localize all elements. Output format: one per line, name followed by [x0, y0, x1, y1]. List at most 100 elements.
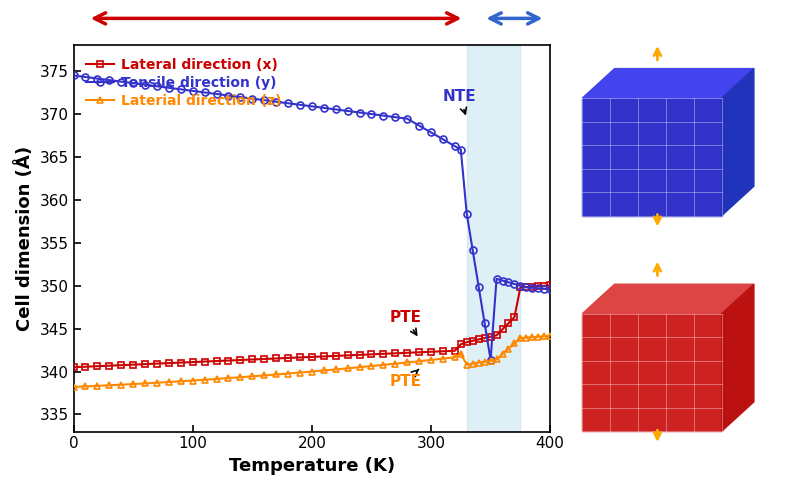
Lateral direction (x): [224, 358, 233, 364]
Lateral direction (x): [141, 361, 150, 367]
Text: PTE: PTE: [389, 310, 422, 335]
Laterial direction (z): [456, 351, 465, 357]
Polygon shape: [582, 69, 754, 98]
Laterial direction (z): [260, 372, 269, 378]
Tensile direction (y): [391, 114, 400, 120]
Lateral direction (x): [164, 360, 174, 366]
Laterial direction (z): [283, 370, 293, 376]
Tensile direction (y): [212, 91, 222, 97]
Tensile direction (y): [81, 74, 91, 80]
Tensile direction (y): [69, 73, 79, 78]
Laterial direction (z): [379, 362, 388, 368]
Lateral direction (x): [343, 352, 353, 358]
Tensile direction (y): [260, 97, 269, 103]
Laterial direction (z): [426, 357, 436, 363]
Tensile direction (y): [438, 136, 448, 142]
Lateral direction (x): [236, 357, 245, 363]
Laterial direction (z): [510, 341, 519, 346]
Laterial direction (z): [367, 363, 376, 369]
Tensile direction (y): [319, 105, 329, 111]
Tensile direction (y): [486, 357, 495, 363]
Laterial direction (z): [307, 368, 317, 374]
Tensile direction (y): [117, 79, 126, 85]
Lateral direction (x): [176, 360, 186, 366]
Laterial direction (z): [117, 382, 126, 388]
Tensile direction (y): [534, 285, 543, 291]
Lateral direction (x): [426, 349, 436, 355]
Tensile direction (y): [456, 147, 465, 152]
Laterial direction (z): [93, 383, 102, 389]
Lateral direction (x): [503, 320, 513, 326]
Tensile direction (y): [515, 283, 525, 289]
Lateral direction (x): [200, 359, 210, 365]
Laterial direction (z): [355, 364, 364, 370]
Tensile direction (y): [105, 77, 114, 83]
Tensile direction (y): [236, 94, 245, 100]
Laterial direction (z): [212, 376, 222, 382]
Laterial direction (z): [343, 366, 353, 371]
Text: PTE: PTE: [389, 369, 422, 389]
Laterial direction (z): [236, 374, 245, 380]
Laterial direction (z): [391, 361, 400, 367]
Lateral direction (x): [527, 284, 537, 290]
Laterial direction (z): [331, 367, 341, 372]
Lateral direction (x): [319, 353, 329, 359]
Lateral direction (x): [81, 364, 91, 369]
Laterial direction (z): [527, 334, 537, 340]
Laterial direction (z): [152, 380, 162, 386]
Laterial direction (z): [498, 351, 507, 357]
Lateral direction (x): [510, 314, 519, 320]
Lateral direction (x): [331, 353, 341, 359]
Tensile direction (y): [283, 100, 293, 106]
Tensile direction (y): [272, 99, 281, 105]
Tensile direction (y): [224, 93, 233, 98]
Laterial direction (z): [295, 369, 305, 375]
Tensile direction (y): [343, 108, 353, 114]
Tensile direction (y): [355, 110, 364, 116]
Polygon shape: [722, 69, 754, 216]
Lateral direction (x): [438, 348, 448, 354]
Lateral direction (x): [491, 332, 501, 338]
Lateral direction (x): [480, 335, 489, 341]
Lateral direction (x): [248, 357, 257, 363]
Lateral direction (x): [105, 363, 114, 368]
Tensile direction (y): [527, 285, 537, 291]
Lateral direction (x): [295, 354, 305, 360]
Laterial direction (z): [272, 371, 281, 377]
Laterial direction (z): [403, 360, 412, 366]
Lateral direction (x): [403, 350, 412, 356]
Y-axis label: Cell dimension (Å): Cell dimension (Å): [15, 146, 34, 331]
Laterial direction (z): [462, 362, 472, 368]
Tensile direction (y): [188, 88, 198, 94]
Lateral direction (x): [456, 342, 465, 347]
Laterial direction (z): [200, 377, 210, 383]
Lateral direction (x): [522, 284, 531, 290]
Laterial direction (z): [515, 335, 525, 341]
Tensile direction (y): [379, 113, 388, 119]
Laterial direction (z): [480, 359, 489, 365]
Tensile direction (y): [498, 278, 507, 284]
Laterial direction (z): [545, 333, 555, 339]
Tensile direction (y): [331, 106, 341, 112]
Line: Tensile direction (y): Tensile direction (y): [70, 72, 553, 363]
Laterial direction (z): [224, 375, 233, 381]
Lateral direction (x): [117, 362, 126, 368]
Lateral direction (x): [539, 283, 549, 289]
Lateral direction (x): [450, 348, 460, 354]
Lateral direction (x): [498, 326, 507, 332]
Lateral direction (x): [462, 339, 472, 345]
Tensile direction (y): [503, 279, 513, 285]
Tensile direction (y): [491, 276, 501, 282]
Tensile direction (y): [129, 80, 138, 86]
Laterial direction (z): [486, 358, 495, 364]
Polygon shape: [722, 284, 754, 431]
Laterial direction (z): [129, 381, 138, 387]
Tensile direction (y): [474, 284, 484, 290]
Laterial direction (z): [164, 379, 174, 385]
Tensile direction (y): [510, 281, 519, 287]
Laterial direction (z): [539, 333, 549, 339]
Laterial direction (z): [534, 334, 543, 340]
Line: Lateral direction (x): Lateral direction (x): [70, 282, 553, 371]
Laterial direction (z): [188, 378, 198, 384]
Laterial direction (z): [176, 378, 186, 384]
